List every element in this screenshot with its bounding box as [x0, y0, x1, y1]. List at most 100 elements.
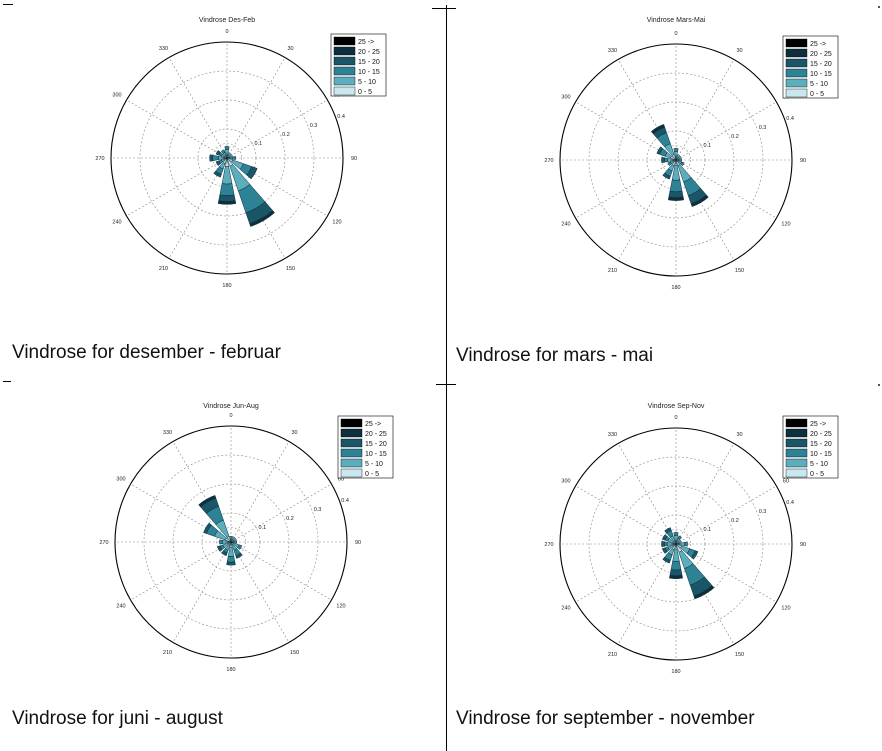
- direction-label: 210: [608, 268, 617, 274]
- windrose-petal-segment: [690, 194, 709, 207]
- windrose-petal-segment: [668, 191, 684, 198]
- legend: 25 -> 20 - 25 15 - 20 10 - 15 5 - 10 0 - 5: [330, 33, 387, 97]
- chart-caption: Vindrose for september - november: [456, 708, 755, 729]
- direction-label: 240: [112, 220, 121, 226]
- grid-spoke: [675, 159, 735, 261]
- windrose-petal-segment: [677, 539, 682, 544]
- grid-spoke: [126, 157, 228, 217]
- grid-spoke: [575, 159, 677, 219]
- direction-label: 150: [290, 650, 299, 656]
- radial-label: 0.1: [704, 143, 712, 149]
- direction-label: 180: [226, 667, 235, 673]
- legend-swatch: [340, 438, 363, 448]
- legend-label: 0 - 5: [365, 471, 379, 478]
- chart-caption: Vindrose for desember - februar: [12, 342, 281, 363]
- grid-spoke: [230, 483, 332, 543]
- radial-label: 0.4: [337, 114, 345, 120]
- windrose-chart: Vindrose Jun-Aug 0 30 60 90 120 150 180 210 240 27…: [99, 403, 394, 673]
- windrose-petal-segment: [217, 200, 237, 205]
- windrose-petal-segment: [218, 194, 236, 202]
- direction-label: 90: [800, 158, 806, 164]
- legend-label: 15 - 20: [810, 441, 832, 448]
- chart-caption: Vindrose for juni - august: [12, 708, 223, 729]
- windrose-petal-segment: [684, 541, 688, 547]
- grid-spoke: [675, 485, 777, 545]
- legend-swatch: [785, 68, 808, 78]
- legend-label: 10 - 15: [365, 451, 387, 458]
- grid-spoke: [130, 483, 232, 543]
- legend-swatch: [333, 36, 356, 46]
- direction-label: 60: [338, 477, 344, 483]
- windrose-petal-segment: [678, 158, 683, 162]
- direction-label: 60: [783, 479, 789, 485]
- windrose-petal-segment: [650, 124, 665, 135]
- windrose-petal-segment: [229, 535, 233, 540]
- windrose-petal-segment: [220, 149, 226, 154]
- windrose-petal-segment: [246, 166, 258, 180]
- legend-label: 15 - 20: [365, 441, 387, 448]
- legend-swatch: [785, 38, 808, 48]
- legend-label: 20 - 25: [365, 431, 387, 438]
- direction-label: 300: [561, 479, 570, 485]
- legend-label: 20 - 25: [358, 49, 380, 56]
- legend-swatch: [785, 58, 808, 68]
- legend-swatch: [785, 48, 808, 58]
- grid-spoke: [617, 159, 677, 261]
- radial-label: 0.3: [310, 123, 318, 129]
- windrose-petal-segment: [670, 560, 682, 571]
- direction-label: 180: [671, 285, 680, 291]
- legend-label: 5 - 10: [810, 81, 828, 88]
- windrose-petal-segment: [233, 540, 238, 544]
- windrose-panel-summer: Vindrose Jun-Aug 0 30 60 90 120 150 180 210 240 27…: [0, 376, 441, 751]
- legend-label: 5 - 10: [810, 461, 828, 468]
- direction-label: 180: [671, 669, 680, 675]
- windrose-chart: Vindrose Des-Feb030609012015018021024027…: [95, 17, 387, 289]
- legend-swatch: [333, 66, 356, 76]
- legend: 25 -> 20 - 25 15 - 20 10 - 15 5 - 10 0 - 5: [782, 35, 839, 99]
- windrose-petal-segment: [249, 210, 275, 227]
- radial-label: 0.3: [759, 509, 767, 515]
- windrose-petal-segment: [661, 156, 665, 164]
- windrose-petal-segment: [221, 166, 233, 185]
- direction-label: 270: [544, 542, 553, 548]
- grid-ring: [559, 43, 793, 277]
- direction-label: 150: [286, 266, 295, 272]
- windrose-petal-segment: [667, 196, 685, 201]
- legend-swatch: [333, 76, 356, 86]
- windrose-petal-segment: [226, 561, 236, 566]
- grid-ring: [588, 456, 764, 632]
- radial-label: 0.1: [704, 527, 712, 533]
- legend-label: 10 - 15: [810, 451, 832, 458]
- legend-label: 5 - 10: [358, 79, 376, 86]
- legend-swatch: [785, 458, 808, 468]
- legend-label: 25 ->: [810, 41, 826, 48]
- grid-spoke: [130, 541, 232, 601]
- direction-label: 330: [159, 46, 168, 52]
- windrose-petal-segment: [690, 550, 699, 560]
- grid-spoke: [172, 441, 232, 543]
- grid-spoke: [230, 541, 332, 601]
- windrose-petal-segment: [224, 146, 230, 150]
- legend-label: 25 ->: [365, 421, 381, 428]
- windrose-petal-segment: [664, 541, 668, 547]
- grid-spoke: [617, 59, 677, 161]
- corner-dot: [878, 384, 880, 386]
- legend-swatch: [333, 46, 356, 56]
- direction-label: 0: [674, 415, 677, 421]
- grid-spoke: [675, 543, 777, 603]
- windrose-petal-segment: [667, 161, 672, 167]
- radial-label: 0.2: [731, 134, 739, 140]
- legend-label: 25 ->: [810, 421, 826, 428]
- direction-label: 300: [116, 477, 125, 483]
- direction-label: 90: [351, 156, 357, 162]
- windrose-petal-segment: [231, 536, 236, 541]
- legend-swatch: [340, 448, 363, 458]
- legend: 25 -> 20 - 25 15 - 20 10 - 15 5 - 10 0 - 5: [337, 415, 394, 479]
- windrose-petal-segment: [693, 585, 715, 600]
- windrose-petal-segment: [227, 152, 232, 157]
- legend: 25 -> 20 - 25 15 - 20 10 - 15 5 - 10 0 - 5: [782, 415, 839, 479]
- legend-label: 20 - 25: [810, 51, 832, 58]
- windrose-petal-segment: [219, 183, 235, 196]
- windrose-petal-segment: [209, 154, 214, 162]
- windrose-panel-spring: Vindrose Mars-Mai03060901201501802102402…: [441, 0, 882, 375]
